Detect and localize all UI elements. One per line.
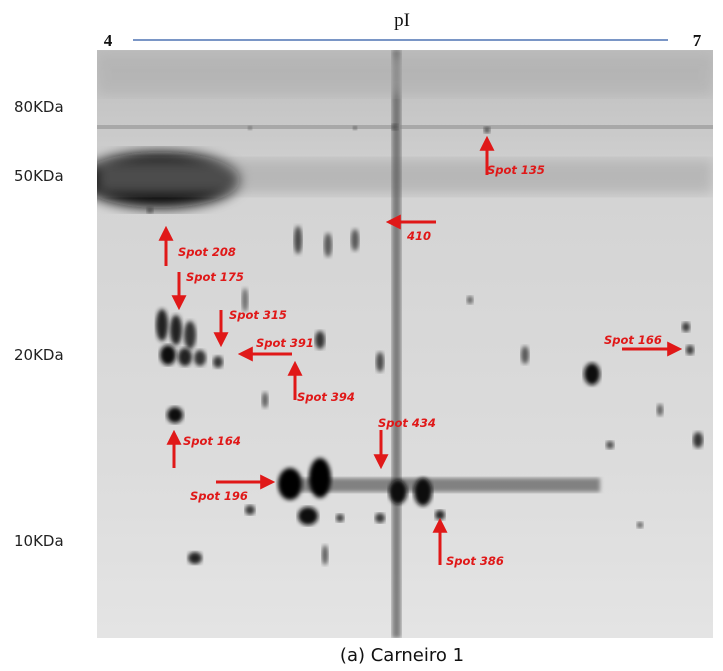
gel-spot <box>682 322 690 332</box>
mw-label: 50KDa <box>14 167 64 185</box>
gel-spot <box>167 407 183 423</box>
spot-label: Spot 394 <box>297 390 355 404</box>
gel-streak <box>392 50 401 638</box>
gel-spot <box>315 331 325 349</box>
gel-spot <box>188 552 202 564</box>
gel-spot <box>414 478 432 506</box>
gel-spot <box>147 207 153 213</box>
spot-label: Spot 166 <box>604 333 662 347</box>
gel-spot <box>213 356 223 368</box>
gel-spot <box>693 432 703 448</box>
spot-label: Spot 196 <box>190 489 248 503</box>
ph-start: 4 <box>104 31 113 50</box>
gel-spot <box>389 480 407 504</box>
gel-spot <box>686 345 694 355</box>
gel-spot <box>392 124 398 130</box>
spot-label: 410 <box>406 229 431 243</box>
gel-spot <box>435 510 445 520</box>
caption: (a) Carneiro 1 <box>340 645 464 666</box>
gel-spot <box>606 441 614 449</box>
gel-band <box>97 160 713 194</box>
mw-label: 20KDa <box>14 346 64 364</box>
gel-spot <box>245 505 255 515</box>
gel-spot <box>178 348 192 366</box>
gel-spot <box>294 226 302 254</box>
gel-spot <box>324 233 332 257</box>
gel-spot <box>584 363 600 385</box>
gel-spot <box>184 321 196 349</box>
gel-band <box>97 125 713 129</box>
gel-spot <box>351 229 359 251</box>
gel-spot <box>170 315 182 345</box>
gel-spot <box>376 352 384 372</box>
spot-label: Spot 175 <box>186 270 244 284</box>
gel-spot <box>309 458 331 498</box>
gel-spot <box>521 346 529 364</box>
spot-label: Spot 208 <box>178 245 236 259</box>
mw-label: 80KDa <box>14 98 64 116</box>
mw-label: 10KDa <box>14 532 64 550</box>
gel-spot <box>484 127 490 133</box>
gel-spot <box>278 468 302 500</box>
gel-spot <box>353 126 357 130</box>
gel-spots <box>147 124 703 565</box>
gel-spot <box>637 522 643 528</box>
spot-label: Spot 434 <box>378 416 436 430</box>
gel-spot <box>248 126 252 130</box>
gel-spot <box>322 545 328 565</box>
ph-end: 7 <box>693 31 702 50</box>
spot-label: Spot 135 <box>487 163 545 177</box>
gel-spot <box>336 514 344 522</box>
pi-label: pI <box>394 10 410 31</box>
gel-spot <box>375 513 385 523</box>
gel-image <box>97 50 713 638</box>
gel-spot <box>657 404 663 416</box>
gel-spot <box>262 392 268 408</box>
gel-streak <box>300 478 600 492</box>
gel-spot <box>194 350 206 366</box>
spot-label: Spot 391 <box>256 336 314 350</box>
gel-background <box>97 50 713 638</box>
spot-label: Spot 386 <box>446 554 504 568</box>
gel-spot <box>242 288 248 312</box>
gel-spot <box>467 296 473 304</box>
spot-label: Spot 164 <box>183 434 241 448</box>
gel-band <box>97 55 713 95</box>
gel-spot <box>156 309 168 341</box>
gel-spot <box>298 507 318 525</box>
gel-spot <box>160 345 176 365</box>
spot-label: Spot 315 <box>229 308 287 322</box>
